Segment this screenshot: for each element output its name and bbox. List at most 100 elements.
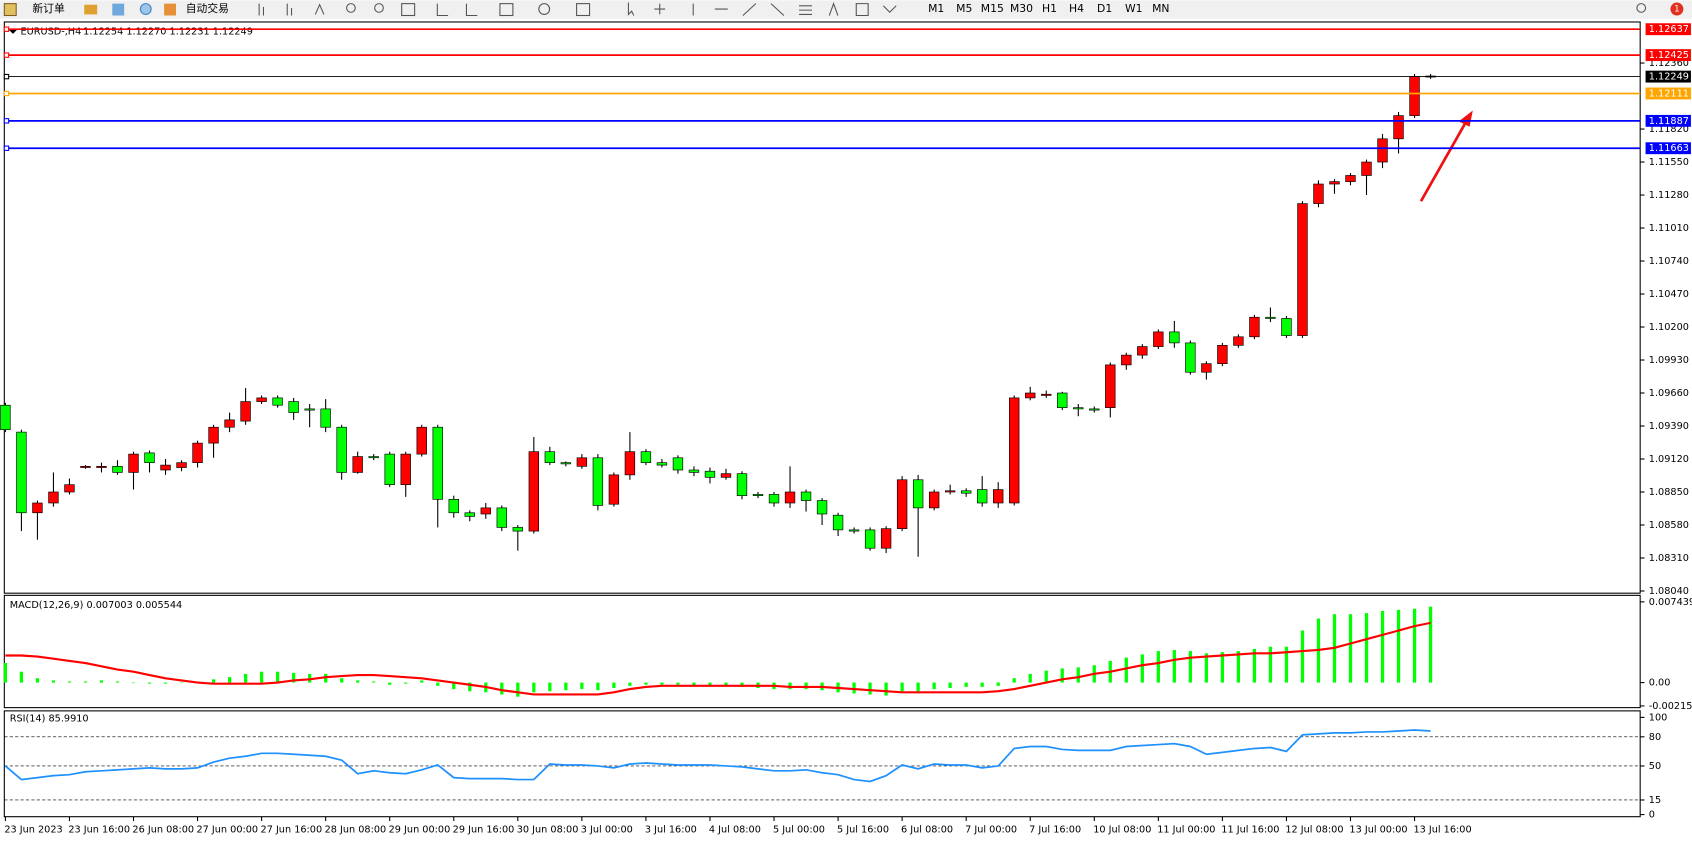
price-level-handle bbox=[3, 118, 10, 124]
timeframe-button[interactable]: MN bbox=[1152, 2, 1169, 15]
timeframe-button[interactable]: H1 bbox=[1042, 2, 1057, 15]
timeframe-button[interactable]: M5 bbox=[956, 2, 972, 15]
zoom-in-icon[interactable] bbox=[346, 3, 356, 13]
candle-body bbox=[288, 401, 299, 413]
candle-body bbox=[368, 456, 379, 459]
macd-bar bbox=[516, 682, 520, 697]
candle-body bbox=[1233, 336, 1244, 346]
candle-body bbox=[880, 528, 892, 549]
candle-body bbox=[480, 507, 491, 515]
candle-body bbox=[96, 466, 107, 468]
macd-bar bbox=[1220, 652, 1225, 683]
zoom-out-icon[interactable] bbox=[374, 3, 384, 13]
drawing-tools[interactable] bbox=[627, 2, 897, 17]
x-tick-label: 3 Jul 00:00 bbox=[581, 825, 633, 836]
candle-body bbox=[544, 451, 556, 463]
notification-count: 1 bbox=[1674, 5, 1680, 15]
y-tick-label: 80 bbox=[1649, 732, 1661, 743]
auto-trading-button[interactable]: 自动交易 bbox=[186, 2, 229, 15]
x-tick-label: 7 Jul 00:00 bbox=[965, 825, 1017, 836]
ohlc-info: 1.12254 1.12270 1.12231 1.12249 bbox=[83, 27, 253, 38]
y-tick-label: 15 bbox=[1649, 795, 1661, 806]
macd-bar bbox=[372, 681, 376, 683]
y-tick-label: 1.08850 bbox=[1649, 487, 1689, 498]
y-tick-label: 1.09930 bbox=[1649, 355, 1689, 366]
new-order-button[interactable]: 新订单 bbox=[32, 2, 65, 15]
macd-bar bbox=[564, 682, 568, 691]
macd-bar bbox=[948, 682, 952, 689]
price-level-label: 1.12425 bbox=[1649, 50, 1689, 61]
candle-body bbox=[960, 490, 972, 494]
candle-body bbox=[656, 462, 668, 466]
timeframe-button[interactable]: W1 bbox=[1125, 2, 1143, 15]
candle-body bbox=[256, 397, 267, 402]
price-level-label: 1.12249 bbox=[1649, 72, 1689, 83]
candle-body bbox=[160, 464, 171, 471]
chart-layer: 1.12360 1.11820 1.11550 1.11280 1.11010 1.107… bbox=[0, 23, 1692, 836]
annotation-arrow bbox=[1419, 120, 1468, 202]
periods-icon[interactable] bbox=[538, 3, 551, 15]
macd-bar bbox=[692, 682, 696, 686]
chart-type-icons[interactable] bbox=[258, 3, 325, 16]
candle-body bbox=[304, 408, 315, 411]
price-level-handle bbox=[3, 26, 10, 32]
macd-bar bbox=[996, 682, 1000, 686]
x-tick-label: 12 Jul 08:00 bbox=[1285, 825, 1343, 836]
price-level-handle bbox=[3, 90, 10, 97]
y-tick-label: 1.09660 bbox=[1649, 388, 1689, 399]
candle-body bbox=[32, 502, 43, 514]
toolbar-icon[interactable] bbox=[84, 4, 98, 15]
y-tick-label: 1.11820 bbox=[1649, 124, 1689, 135]
candle-body bbox=[1105, 364, 1116, 408]
macd-bar bbox=[724, 682, 728, 686]
x-tick-label: 28 Jun 08:00 bbox=[325, 825, 387, 836]
timeframe-button[interactable]: M1 bbox=[928, 2, 944, 15]
candle-body bbox=[144, 452, 155, 463]
price-level-handle bbox=[3, 145, 10, 151]
candle-body bbox=[624, 451, 636, 476]
notification-badge[interactable] bbox=[1670, 2, 1684, 16]
timeframe-button[interactable]: M30 bbox=[1010, 2, 1033, 15]
candle-body bbox=[576, 457, 588, 467]
candle-body bbox=[112, 466, 123, 473]
macd-bar bbox=[1156, 651, 1160, 683]
macd-bar bbox=[1076, 667, 1080, 683]
macd-bar bbox=[147, 682, 152, 684]
candle-body bbox=[864, 529, 876, 549]
candle-body bbox=[1409, 76, 1420, 116]
candle-body bbox=[464, 512, 475, 517]
macd-bar bbox=[3, 663, 8, 683]
x-tick-label: 11 Jul 00:00 bbox=[1157, 825, 1215, 836]
annotation-arrowhead bbox=[1458, 110, 1473, 127]
y-tick-label: 1.08040 bbox=[1649, 586, 1689, 597]
macd-bar bbox=[500, 682, 504, 695]
templates-icon[interactable] bbox=[576, 3, 591, 17]
toolbar-icon[interactable] bbox=[139, 3, 152, 15]
macd-bar bbox=[1396, 609, 1401, 683]
price-level-tag bbox=[1645, 23, 1691, 36]
timeframe-button[interactable]: D1 bbox=[1097, 2, 1112, 15]
scroll-icons[interactable] bbox=[436, 3, 478, 17]
candle-body bbox=[528, 451, 540, 532]
timeframe-button[interactable]: M15 bbox=[981, 2, 1004, 15]
tile-icon[interactable] bbox=[401, 3, 416, 17]
macd-bar bbox=[964, 682, 968, 687]
candle-body bbox=[1249, 316, 1260, 338]
new-order-icon[interactable] bbox=[3, 3, 17, 17]
toolbar-icon[interactable] bbox=[112, 3, 125, 16]
macd-bar bbox=[628, 682, 632, 686]
macd-bar bbox=[35, 678, 40, 683]
y-tick-label: 1.10200 bbox=[1649, 322, 1689, 333]
candle-body bbox=[352, 456, 363, 473]
macd-bar bbox=[900, 682, 904, 692]
candle-body bbox=[320, 408, 331, 428]
candle-body bbox=[832, 514, 844, 531]
timeframe-button[interactable]: H4 bbox=[1069, 2, 1084, 15]
search-icon[interactable] bbox=[1636, 3, 1647, 13]
price-level-tag bbox=[1645, 70, 1691, 83]
indicators-icon[interactable] bbox=[499, 3, 514, 17]
y-tick-label: 1.08580 bbox=[1649, 520, 1689, 531]
timeframes: M1 M5 M15 M30 H1 H4 D1 W1 MN bbox=[928, 2, 1169, 15]
auto-trading-icon[interactable] bbox=[164, 3, 177, 16]
